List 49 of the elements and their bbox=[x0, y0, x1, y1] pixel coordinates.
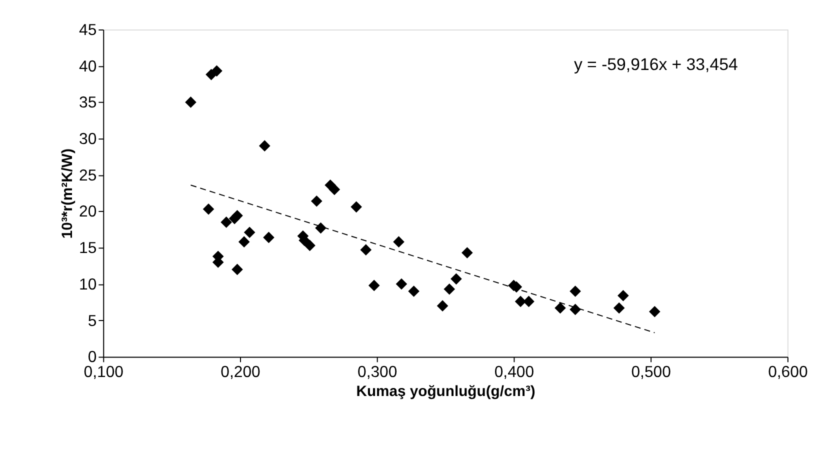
y-tick-label: 5 bbox=[88, 312, 97, 330]
point bbox=[393, 236, 404, 248]
point bbox=[232, 210, 243, 222]
x-tick-label: 0,400 bbox=[494, 364, 534, 382]
point bbox=[396, 278, 408, 290]
point bbox=[613, 302, 625, 314]
point bbox=[368, 280, 380, 292]
x-tick-label: 0,600 bbox=[768, 364, 808, 382]
point bbox=[360, 244, 372, 256]
point bbox=[304, 240, 316, 252]
point bbox=[554, 302, 566, 314]
point bbox=[185, 96, 196, 108]
annotation: y = -59,916x + 33,454 bbox=[574, 55, 738, 74]
x-tick-label: 0,100 bbox=[84, 364, 124, 382]
point bbox=[263, 232, 274, 244]
y-axis-title: 10³*r(m²K/W) bbox=[60, 148, 76, 239]
point bbox=[649, 306, 660, 318]
y-tick-label: 25 bbox=[79, 167, 97, 184]
point bbox=[310, 195, 322, 207]
point bbox=[232, 264, 243, 276]
point bbox=[570, 286, 581, 297]
y-tick-label: 10 bbox=[79, 276, 97, 294]
point bbox=[514, 296, 526, 308]
y-tick-label: 35 bbox=[79, 94, 97, 112]
point bbox=[408, 286, 420, 297]
point bbox=[328, 184, 340, 196]
y-tick-label: 0 bbox=[88, 349, 97, 366]
point bbox=[450, 273, 462, 285]
x-tick-label: 0,500 bbox=[631, 364, 672, 382]
point bbox=[444, 283, 456, 295]
y-tick-label: 40 bbox=[79, 58, 97, 76]
y-tick-label: 20 bbox=[79, 204, 97, 221]
point bbox=[436, 300, 448, 312]
point bbox=[220, 216, 232, 228]
point bbox=[462, 247, 473, 258]
point bbox=[523, 296, 534, 308]
y-tick-label: 30 bbox=[79, 131, 97, 148]
point bbox=[211, 65, 222, 77]
point bbox=[258, 140, 270, 152]
point bbox=[244, 226, 256, 238]
point bbox=[238, 236, 250, 248]
point bbox=[618, 290, 629, 302]
y-tick-label: 45 bbox=[79, 22, 97, 39]
x-axis-title: Kumaş yoğunluğu(g/cm³) bbox=[356, 384, 536, 400]
x-tick-label: 0,200 bbox=[220, 364, 261, 382]
y-tick-label: 15 bbox=[79, 240, 97, 258]
point bbox=[202, 203, 214, 215]
x-tick-label: 0,300 bbox=[358, 364, 398, 382]
point bbox=[350, 201, 362, 213]
